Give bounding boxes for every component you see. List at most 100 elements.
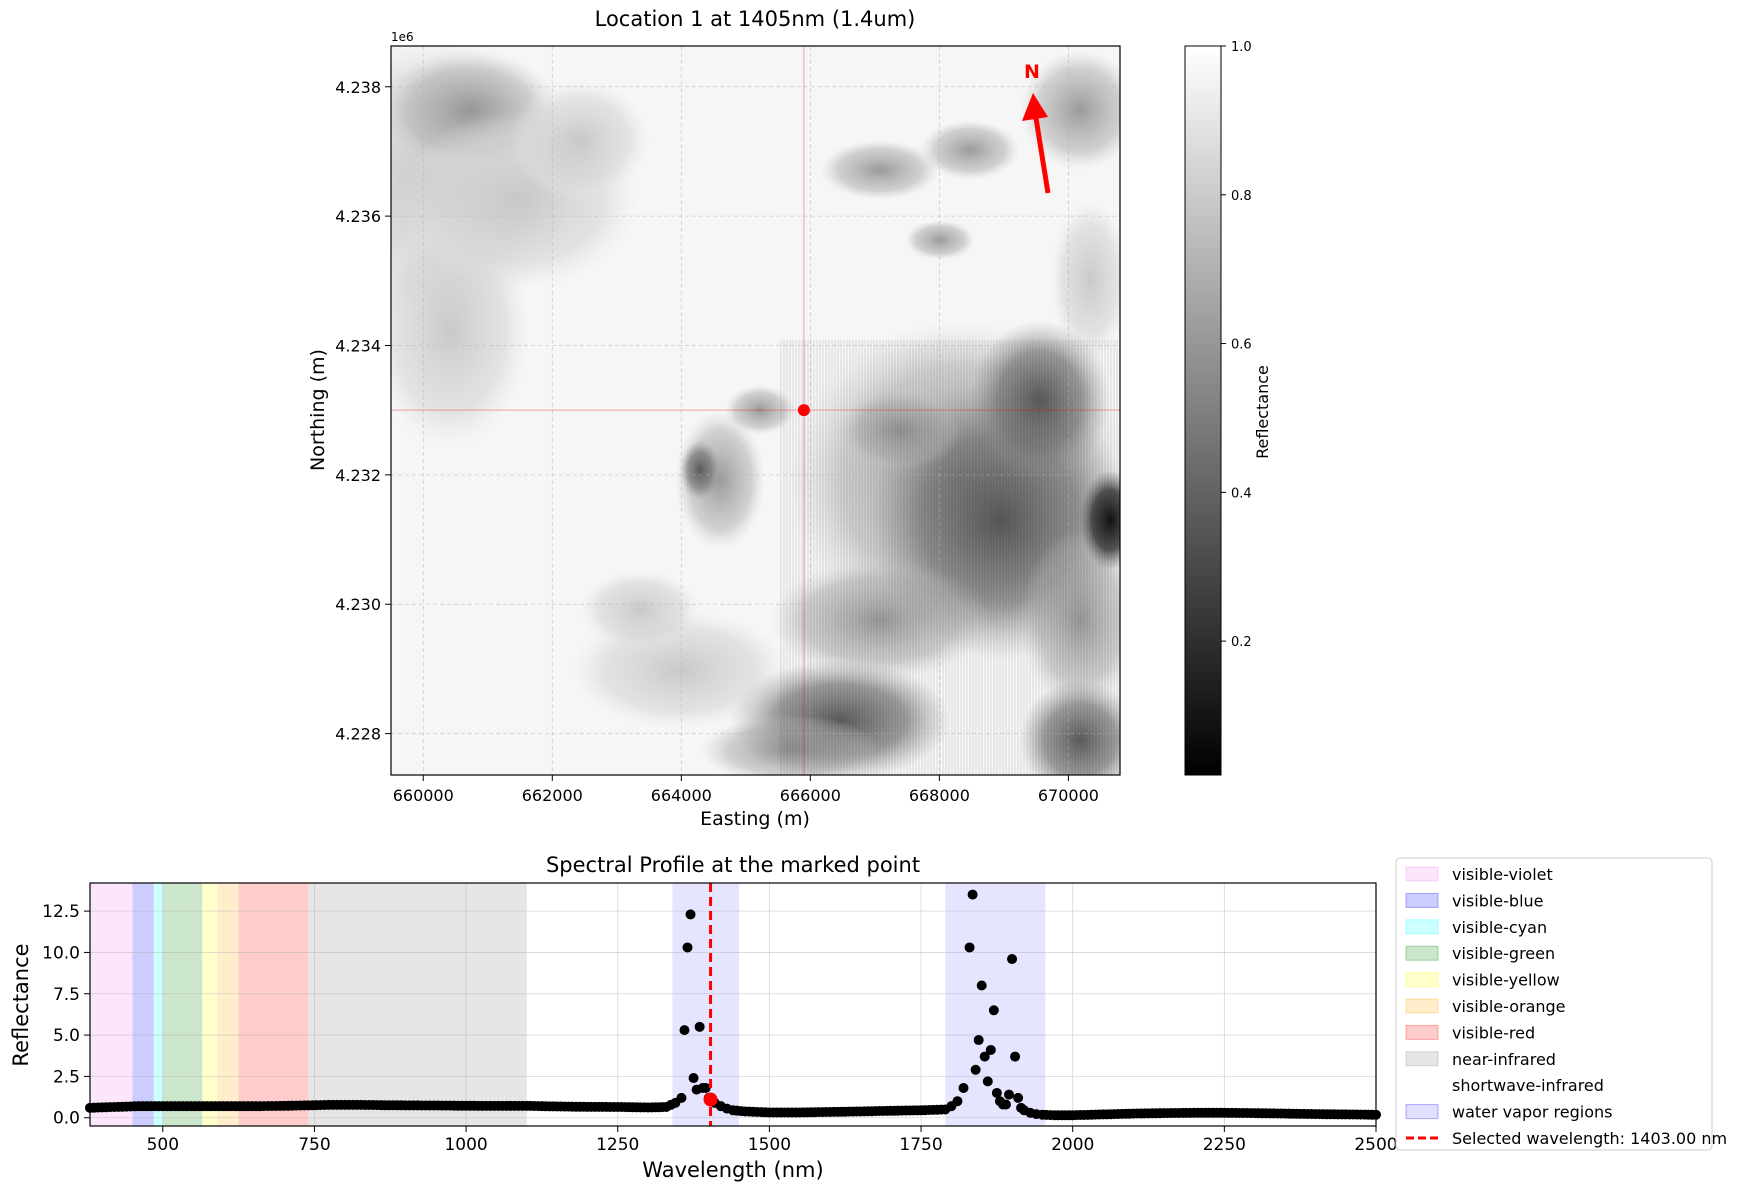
spectral-point (985, 1044, 996, 1055)
band-visible-green (162, 883, 203, 1126)
spectral-y-tick-label: 2.5 (53, 1067, 80, 1087)
legend-entry-visible-orange-swatch (1405, 998, 1439, 1014)
legend-entry-visible-cyan-swatch (1405, 919, 1439, 935)
map-panel: Location 1 at 1405nm (1.4um) (307, 7, 1272, 830)
colorbar-ticks: 0.2 0.4 0.6 0.8 1.0 (1221, 40, 1252, 650)
band-visible-red (238, 883, 309, 1126)
spectral-point (1000, 1099, 1011, 1110)
spectral-point (682, 942, 693, 953)
colorbar: 0.2 0.4 0.6 0.8 1.0 Reflectance (1184, 40, 1272, 776)
colorbar-tick-label: 0.2 (1231, 635, 1252, 650)
spectral-point (973, 1035, 984, 1046)
spectral-x-tick-label: 1500 (748, 1135, 791, 1155)
north-arrow-head (1022, 93, 1048, 121)
legend-entry-visible-yellow-swatch (1405, 972, 1439, 988)
legend-entry-visible-violet-swatch (1405, 866, 1439, 882)
spectral-y-tick-label: 0.0 (53, 1109, 80, 1129)
spectral-bands (90, 883, 1046, 1126)
north-arrow: N (1022, 61, 1051, 194)
map-x-tick-label: 662000 (522, 786, 583, 805)
selected-wavelength-point (703, 1092, 718, 1107)
spectral-legend: visible-violet visible-blue visible-cyan vi… (1395, 857, 1727, 1151)
legend-entry-visible-yellow-label: visible-yellow (1452, 971, 1560, 990)
map-x-tick-label: 668000 (909, 786, 970, 805)
map-x-ticks: 660000 662000 664000 666000 668000 670000 (393, 775, 1099, 805)
spectral-point (694, 1021, 705, 1032)
map-x-tick-label: 670000 (1038, 786, 1099, 805)
spectral-point (988, 1005, 999, 1016)
spectral-x-tick-label: 1000 (444, 1135, 487, 1155)
legend-entry-selected-wavelength-label: Selected wavelength: 1403.00 nm (1452, 1129, 1727, 1148)
band-visible-cyan (153, 883, 163, 1126)
legend-entry-near-infrared-swatch (1405, 1051, 1439, 1067)
colorbar-tick-label: 0.6 (1231, 338, 1252, 353)
spectral-point (700, 1082, 711, 1093)
spectral-y-ticks: 0.0 2.5 5.0 7.5 10.0 12.5 (42, 902, 90, 1129)
spectral-x-label: Wavelength (nm) (642, 1158, 823, 1182)
spectral-point (952, 1096, 963, 1107)
spectral-point (1013, 1092, 1024, 1103)
spectral-point (958, 1082, 969, 1093)
map-y-tick-label: 4.232 (335, 466, 381, 485)
spectral-x-tick-label: 2500 (1354, 1135, 1397, 1155)
map-x-label: Easting (m) (700, 808, 810, 830)
legend-entry-visible-orange-label: visible-orange (1452, 997, 1566, 1016)
colorbar-tick-label: 0.8 (1231, 189, 1252, 204)
band-visible-violet (90, 883, 133, 1126)
map-x-tick-label: 660000 (393, 786, 454, 805)
spectral-point (991, 1087, 1002, 1098)
spectral-x-tick-label: 1750 (899, 1135, 942, 1155)
spectral-x-tick-label: 2000 (1051, 1135, 1094, 1155)
colorbar-label: Reflectance (1253, 365, 1272, 459)
map-y-tick-label: 4.236 (335, 207, 381, 226)
spectral-y-tick-label: 7.5 (53, 985, 80, 1005)
spectral-panel: Spectral Profile at the marked point 500… (9, 853, 1398, 1182)
spectral-y-tick-label: 5.0 (53, 1026, 80, 1046)
legend-entry-visible-red-swatch (1405, 1024, 1439, 1040)
spectral-y-tick-label: 10.0 (42, 943, 80, 963)
map-y-ticks: 4.228 4.230 4.232 4.234 4.236 4.238 (335, 78, 391, 744)
north-arrow-shaft (1033, 117, 1051, 194)
spectral-point (967, 889, 978, 900)
band-visible-orange (217, 883, 239, 1126)
legend-entry-water-vapor-swatch (1405, 1104, 1439, 1120)
selected-wavelength-marker (703, 883, 718, 1126)
marked-point-crosshair (391, 46, 1120, 775)
spectral-y-label: Reflectance (9, 943, 33, 1066)
legend-entry-visible-blue-swatch (1405, 892, 1439, 908)
spectral-title: Spectral Profile at the marked point (546, 853, 920, 877)
spectral-point (688, 1073, 699, 1084)
spectral-point (676, 1092, 687, 1103)
reflectance-map-image (391, 46, 1120, 775)
legend-frame (1395, 857, 1713, 1151)
map-y-tick-label: 4.234 (335, 336, 381, 355)
spectral-x-tick-label: 750 (298, 1135, 330, 1155)
spectral-points (85, 889, 1381, 1121)
map-grid (391, 46, 1120, 775)
map-y-tick-label: 4.238 (335, 78, 381, 97)
legend-entry-visible-green-label: visible-green (1452, 944, 1555, 963)
legend-entry-near-infrared-label: near-infrared (1452, 1050, 1556, 1069)
colorbar-gradient (1184, 45, 1222, 776)
spectral-x-tick-label: 2250 (1203, 1135, 1246, 1155)
spectral-point (976, 980, 987, 991)
map-axes-frame (390, 45, 1121, 776)
map-y-tick-label: 4.230 (335, 595, 381, 614)
spectral-point (982, 1076, 993, 1087)
spectral-point (1010, 1051, 1021, 1062)
spectral-point (979, 1051, 990, 1062)
legend-entry-visible-red-label: visible-red (1452, 1023, 1535, 1042)
spectral-y-tick-label: 12.5 (42, 902, 80, 922)
band-near-infrared (308, 883, 527, 1126)
spectral-point (679, 1025, 690, 1036)
map-title: Location 1 at 1405nm (1.4um) (595, 7, 916, 31)
map-y-label: Northing (m) (307, 349, 329, 471)
spectral-point (970, 1064, 981, 1075)
spectral-point (1007, 954, 1018, 965)
map-x-tick-label: 666000 (780, 786, 841, 805)
spectral-x-tick-label: 1250 (596, 1135, 639, 1155)
legend-entry-visible-violet-label: visible-violet (1452, 865, 1553, 884)
spectral-point (964, 942, 975, 953)
map-y-tick-label: 4.228 (335, 725, 381, 744)
